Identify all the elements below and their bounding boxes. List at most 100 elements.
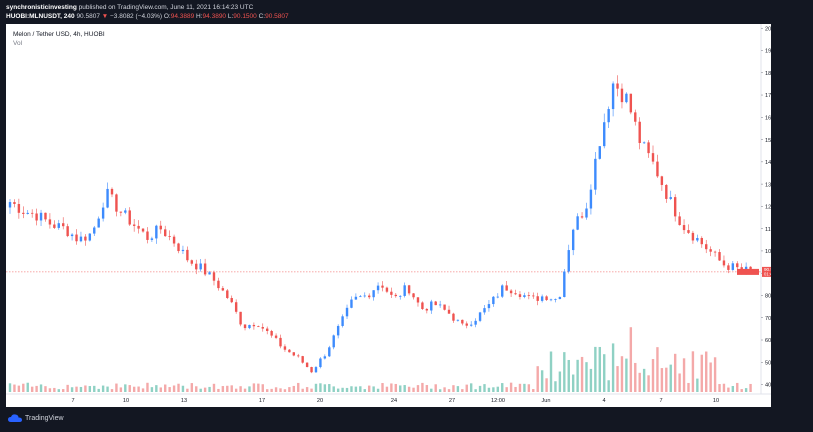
candle-body — [678, 216, 681, 226]
volume-bar — [665, 367, 668, 392]
volume-bar — [75, 386, 78, 392]
volume-bar — [62, 389, 65, 392]
volume-bar — [328, 384, 331, 392]
tradingview-logo[interactable]: TradingView — [8, 413, 64, 424]
candle-body — [57, 223, 60, 228]
price-axis-label: 140.0000 — [765, 160, 771, 166]
candle-body — [323, 356, 327, 359]
candle-body — [319, 358, 322, 368]
volume-bar — [363, 389, 366, 392]
volume-bar — [93, 385, 96, 392]
candle-body — [421, 302, 424, 309]
volume-bar — [297, 382, 300, 392]
candle-body — [416, 297, 420, 303]
volume-bar — [230, 385, 233, 392]
candle-body — [146, 231, 149, 240]
time-axis-label: 17 — [259, 398, 265, 404]
close-label: C: — [258, 13, 266, 20]
volume-bar — [266, 389, 269, 392]
volume-bar — [727, 387, 730, 392]
volume-label[interactable]: Vol — [13, 40, 23, 47]
volume-bar — [744, 388, 748, 392]
volume-bar — [687, 382, 690, 392]
volume-bar — [642, 368, 646, 392]
price-chart[interactable]: 200.0000 190.0000 180.0000 170.0000 160.0000… — [6, 24, 771, 407]
candle-body — [363, 295, 366, 297]
volume-bar — [292, 385, 296, 392]
candle-body — [691, 232, 695, 241]
candle-body — [642, 142, 646, 144]
volume-bar — [13, 384, 16, 392]
candle-body — [478, 312, 482, 321]
volume-bar — [332, 386, 335, 392]
volume-bar — [523, 383, 526, 392]
candle-body — [660, 176, 664, 185]
volume-bar — [190, 383, 194, 392]
volume-bar — [740, 389, 743, 392]
price-marker-tag — [737, 268, 759, 275]
candle-body — [571, 229, 575, 251]
price-axis-label: 150.0000 — [765, 138, 771, 144]
volume-bar — [252, 383, 256, 392]
volume-bar — [611, 343, 615, 392]
volume-bar — [84, 385, 87, 392]
candle-body — [656, 161, 659, 177]
candle-body — [341, 316, 344, 326]
volume-bar — [425, 385, 429, 392]
volume-bar — [234, 388, 238, 392]
time-axis-label: 27 — [449, 398, 455, 404]
candle-body — [39, 212, 43, 221]
candle-body — [101, 207, 105, 219]
candle-body — [607, 109, 610, 123]
volume-bar — [279, 388, 282, 392]
candle-body — [17, 203, 21, 213]
volume-bar — [274, 387, 278, 392]
candle-body — [110, 188, 114, 195]
volume-bar — [155, 385, 158, 392]
volume-bar — [243, 388, 247, 392]
candle-body — [385, 287, 389, 292]
candle-body — [186, 249, 189, 261]
volume-bar — [150, 387, 154, 392]
candle-body — [438, 304, 442, 306]
volume-bar — [283, 389, 287, 392]
volume-bar — [399, 385, 402, 392]
volume-bar — [341, 387, 344, 392]
author-name[interactable]: synchronisticinvesting — [6, 4, 77, 11]
candle-body — [181, 249, 185, 252]
candle-body — [696, 237, 699, 241]
price-axis-label: 200.0000 — [765, 26, 771, 32]
volume-bar — [461, 389, 464, 392]
volume-bar — [607, 380, 610, 392]
volume-bar — [696, 378, 699, 392]
price-axis-label: 110.0000 — [765, 227, 771, 233]
candle-body — [328, 347, 331, 357]
candle-body — [288, 349, 291, 353]
volume-bar — [350, 386, 353, 392]
volume-bar — [474, 389, 477, 392]
volume-bar — [571, 374, 575, 392]
volume-bar — [634, 362, 637, 392]
candle-body — [563, 271, 566, 298]
time-axis-label: 12:00 — [491, 398, 505, 404]
price-axis-label: 100.0000 — [765, 249, 771, 255]
volume-bar — [713, 357, 717, 392]
candle-body — [603, 122, 606, 147]
volume-bar — [567, 359, 570, 392]
volume-bar — [407, 386, 411, 392]
candle-body — [518, 294, 522, 297]
chart-panel[interactable]: 200.0000 190.0000 180.0000 170.0000 160.0000… — [6, 24, 771, 407]
candle-body — [447, 309, 451, 314]
volume-bar — [48, 388, 52, 392]
candle-body — [8, 202, 12, 208]
volume-bar — [416, 385, 420, 392]
volume-bar — [186, 388, 189, 392]
volume-bar — [718, 384, 721, 392]
volume-bar — [208, 386, 211, 392]
volume-bar — [17, 385, 21, 392]
symbol-title[interactable]: Melon / Tether USD, 4h, HUOBI — [13, 31, 105, 38]
candle-body — [744, 266, 748, 270]
volume-bar — [505, 387, 508, 392]
candle-body — [310, 367, 313, 373]
candle-body — [736, 263, 739, 268]
